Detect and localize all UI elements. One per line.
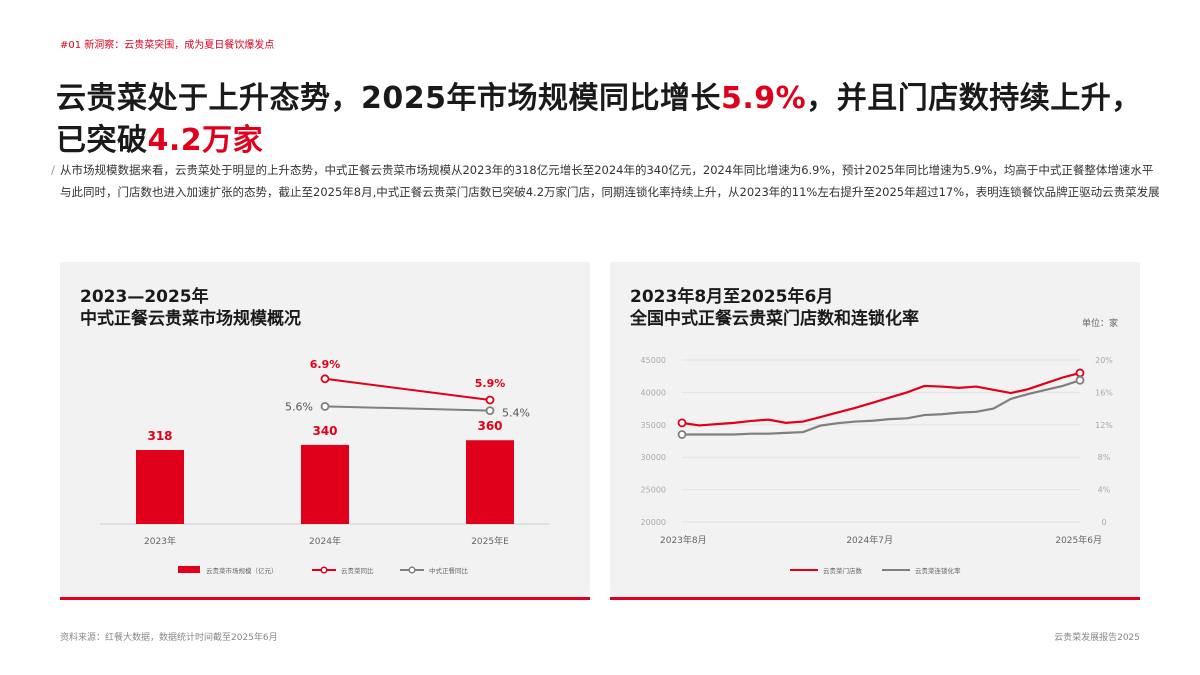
x-tick-label-3: 2025年6月	[1055, 534, 1102, 546]
market-size-title-line-2: 中式正餐云贵菜市场规模概况	[80, 309, 301, 329]
legend-label-store-count: 云贵菜门店数	[823, 566, 863, 575]
chain-rate-end-point	[1075, 375, 1085, 385]
report-name: 云贵菜发展报告2025	[1054, 633, 1140, 643]
x-tick-label-1: 2023年	[144, 535, 176, 547]
y-right-tick-4: 12%	[1095, 421, 1113, 430]
x-tick-label-3: 2025年E	[471, 535, 509, 547]
x-tick-label-2: 2024年7月	[846, 534, 893, 546]
red-growth-line	[324, 377, 491, 401]
market-size-panel: 2023—2025年 中式正餐云贵菜市场规模概况 318 2023年 340 2024…	[60, 262, 590, 600]
bar-1	[136, 450, 184, 524]
y-left-tick-4: 35000	[641, 421, 666, 430]
page-headline: 云贵菜处于上升态势，2025年市场规模同比增长5.9%，并且门店数持续上升，已突…	[56, 78, 1156, 162]
red-growth-point-2	[320, 374, 330, 384]
headline-highlight-stores: 4.2万家	[147, 123, 264, 158]
legend-label-gray-line: 中式正餐同比	[429, 566, 469, 575]
legend-swatch-bar	[178, 566, 200, 573]
store-count-title: 2023年8月至2025年6月 全国中式正餐云贵菜门店数和连锁化率	[630, 286, 919, 330]
bar-value-label-2: 340	[312, 424, 337, 438]
store-count-line	[681, 371, 1081, 427]
y-left-tick-2: 25000	[641, 486, 666, 495]
description: / 从市场规模数据来看，云贵菜处于明显的上升态势，中式正餐云贵菜市场规模从202…	[51, 160, 1160, 204]
bar-value-label-3: 360	[477, 419, 502, 433]
bar-value-label-1: 318	[147, 429, 172, 443]
legend-label-red-line: 云贵菜同比	[341, 566, 374, 575]
y-left-tick-5: 40000	[641, 388, 666, 397]
legend-marker-red	[320, 566, 328, 574]
store-count-title-line-2: 全国中式正餐云贵菜门店数和连锁化率	[630, 309, 919, 329]
source-note: 资料来源：红餐大数据，数据统计时间截至2025年6月	[60, 633, 278, 643]
store-count-chart: 20000 25000 30000 35000 40000 45000 0 4% 8% 12% 16…	[641, 356, 1114, 575]
bar-2	[301, 444, 349, 524]
legend-label-bar: 云贵菜市场规模（亿元）	[206, 566, 278, 575]
market-size-title: 2023—2025年 中式正餐云贵菜市场规模概况	[80, 286, 301, 330]
store-count-start-point	[677, 418, 687, 428]
gray-growth-label-2: 5.6%	[285, 400, 313, 413]
slash-mark: /	[51, 163, 55, 177]
red-growth-label-2: 6.9%	[310, 358, 341, 371]
y-right-tick-2: 4%	[1098, 486, 1111, 495]
red-growth-point-3	[485, 395, 495, 405]
store-count-title-line-1: 2023年8月至2025年6月	[630, 287, 834, 307]
x-tick-label-2: 2024年	[309, 535, 341, 547]
red-growth-label-3: 5.9%	[475, 377, 506, 390]
description-paragraph-1: 从市场规模数据来看，云贵菜处于明显的上升态势，中式正餐云贵菜市场规模从2023年…	[60, 163, 1154, 177]
gray-growth-label-3: 5.4%	[502, 407, 530, 420]
unit-label: 单位：家	[1081, 319, 1118, 329]
y-right-tick-6: 20%	[1095, 356, 1113, 365]
bar-3	[466, 440, 514, 524]
gray-growth-line	[324, 405, 491, 412]
y-left-tick-6: 45000	[641, 356, 666, 365]
gray-growth-point-2	[320, 401, 330, 411]
gray-growth-point-3	[485, 406, 495, 416]
chain-rate-line	[682, 379, 1081, 436]
headline-highlight-growth: 5.9%	[721, 81, 807, 116]
x-tick-label-1: 2023年8月	[660, 534, 707, 546]
y-right-tick-3: 8%	[1098, 453, 1111, 462]
market-size-chart: 318 2023年 340 2024年 360 2025年E 5.6% 5.4% 6.9% 5.9…	[100, 358, 550, 575]
y-right-tick-1: 0	[1101, 518, 1106, 527]
legend-label-chain-rate: 云贵菜连锁化率	[915, 566, 961, 575]
section-tag: #01 新洞察：云贵菜突围，成为夏日餐饮爆发点	[60, 40, 275, 51]
market-size-title-line-1: 2023—2025年	[80, 287, 209, 307]
y-left-tick-1: 20000	[641, 518, 666, 527]
y-left-tick-3: 30000	[641, 453, 666, 462]
headline-part-1: 云贵菜处于上升态势，2025年市场规模同比增长	[56, 81, 721, 116]
store-count-end-point	[1075, 368, 1085, 378]
y-right-tick-5: 16%	[1095, 388, 1113, 397]
store-count-panel: 2023年8月至2025年6月 全国中式正餐云贵菜门店数和连锁化率 单位：家 2…	[610, 262, 1140, 600]
description-paragraph-2: 与此同时，门店数也进入加速扩张的态势，截止至2025年8月,中式正餐云贵菜门店数…	[60, 185, 1160, 199]
headline-part-2: ，并且门店数持续上升，已突破	[56, 81, 1142, 158]
chain-rate-start-point	[677, 430, 687, 439]
legend-marker-gray	[408, 566, 416, 574]
